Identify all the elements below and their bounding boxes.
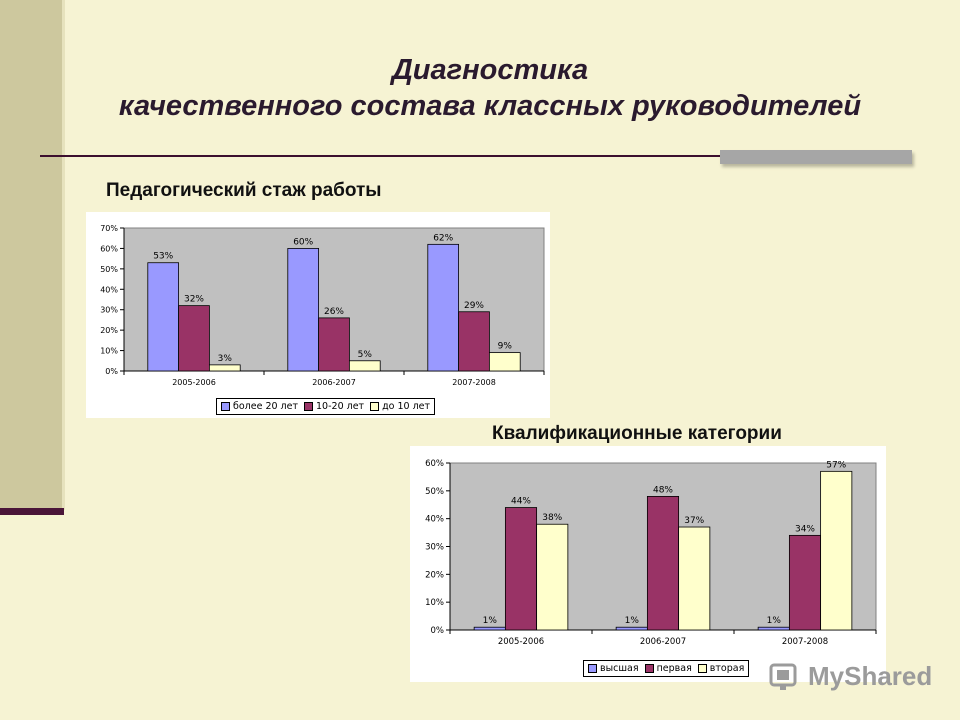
chart-1-bar <box>147 262 179 372</box>
chart-2-y-tick-label: 50% <box>425 487 444 497</box>
chart-2-data-label: 1% <box>767 616 782 626</box>
chart-2-data-label: 38% <box>542 513 562 523</box>
chart-1-legend-label: более 20 лет <box>233 401 299 412</box>
watermark-text: MyShared <box>808 660 933 691</box>
title-accent-bar <box>720 150 912 164</box>
chart-1-data-label: 62% <box>433 233 453 243</box>
chart-1-legend-item: 10-20 лет <box>304 401 364 412</box>
chart-2-data-label: 57% <box>826 460 846 470</box>
chart-1-y-tick-label: 10% <box>100 347 118 356</box>
chart-1-svg: 0% 10% 20% 30% 40% 50% 60% 70% 53% 32% 3% 2005-2006… <box>100 224 545 387</box>
chart-1-data-label: 60% <box>293 237 313 247</box>
chart-1-y-tick-label: 30% <box>100 306 118 315</box>
chart-1-data-label: 32% <box>184 295 204 305</box>
slide-title: Диагностика качественного состава классн… <box>40 52 940 124</box>
chart-2-data-label: 37% <box>684 516 704 526</box>
chart-2-area: 0% 10% 20% 30% 40% 50% 60% 1% 44% 38% 2005-2006 1% 4… <box>410 446 886 682</box>
chart-1-bar <box>458 311 490 372</box>
chart-1-legend-swatch <box>221 402 230 411</box>
chart-1-data-label: 5% <box>358 350 373 360</box>
chart-2-y-tick-label: 30% <box>425 543 444 553</box>
chart-2-y-tick-label: 20% <box>425 570 444 580</box>
chart-2-bar <box>757 626 790 631</box>
chart-1-data-label: 9% <box>498 342 513 352</box>
chart-1-legend-label: до 10 лет <box>382 401 431 412</box>
chart-2-data-label: 48% <box>653 485 673 495</box>
chart-2-legend-item: вторая <box>697 663 745 674</box>
chart-2-legend-swatch <box>644 664 654 673</box>
chart-2-bar <box>646 496 680 631</box>
chart-2-bar <box>615 626 648 631</box>
chart-2-legend-item: первая <box>644 663 692 674</box>
chart-1-area: 0% 10% 20% 30% 40% 50% 60% 70% 53% 32% 3% 2005-2006… <box>86 212 550 418</box>
watermark-logo-icon <box>769 663 797 690</box>
chart-1-y-tick-label: 40% <box>100 285 118 294</box>
chart-2-x-tick-label: 2007-2008 <box>782 637 828 647</box>
chart-2-bar <box>678 526 711 631</box>
chart-2-legend-item: высшая <box>588 663 639 674</box>
chart-2-legend-swatch <box>588 664 597 673</box>
chart-1-x-tick-label: 2007-2008 <box>452 378 496 387</box>
chart-1-y-tick-label: 0% <box>105 367 118 376</box>
left-decor-band <box>0 0 65 510</box>
chart-2-x-tick-label: 2006-2007 <box>640 637 686 647</box>
chart-2-bar <box>504 507 538 631</box>
chart-2-legend: высшая первая вторая <box>583 660 750 677</box>
chart-1-bar <box>488 352 521 372</box>
chart-2-legend-label: первая <box>656 663 692 674</box>
chart-2-legend-label: вторая <box>709 663 745 674</box>
chart-2-y-tick-label: 60% <box>425 459 444 469</box>
chart-2-data-label: 44% <box>511 497 531 507</box>
chart-2-y-tick-label: 40% <box>425 515 444 525</box>
chart-1-data-label: 26% <box>324 307 344 317</box>
chart-1-bar <box>318 317 350 372</box>
chart-2-data-label: 1% <box>625 616 640 626</box>
chart-1-data-label: 3% <box>218 354 233 364</box>
slide-title-line-1: Диагностика <box>391 54 589 86</box>
chart-2-legend-swatch <box>697 664 707 673</box>
chart-1-legend-item: до 10 лет <box>370 401 430 412</box>
chart-2-svg: 0% 10% 20% 30% 40% 50% 60% 1% 44% 38% 2005-2006 1% 4… <box>425 459 877 647</box>
chart-1-data-label: 53% <box>153 252 173 262</box>
watermark: MyShared <box>768 656 932 696</box>
left-decor-bar <box>0 508 64 515</box>
chart-1-legend-item: более 20 лет <box>221 401 298 412</box>
chart-1-legend-swatch <box>370 402 380 411</box>
chart-1-y-tick-label: 70% <box>100 224 118 233</box>
chart-1-bar <box>178 305 210 372</box>
chart-2-title: Квалификационные категории <box>492 423 782 444</box>
chart-2-data-label: 1% <box>483 616 498 626</box>
chart-1-bar <box>287 248 320 372</box>
chart-2-bar <box>820 470 853 631</box>
chart-1-bar <box>209 364 241 372</box>
chart-2-bar <box>788 534 822 631</box>
chart-1-x-tick-label: 2006-2007 <box>312 378 356 387</box>
title-underline <box>40 155 912 157</box>
chart-2-y-tick-label: 0% <box>431 626 445 636</box>
chart-1-title: Педагогический стаж работы <box>106 180 382 201</box>
chart-1-bar <box>427 243 459 372</box>
chart-1-y-tick-label: 60% <box>100 244 118 253</box>
chart-1-y-tick-label: 20% <box>100 326 118 335</box>
chart-1-bar <box>348 360 381 372</box>
chart-2-x-tick-label: 2005-2006 <box>498 637 544 647</box>
chart-1-legend: более 20 лет 10-20 лет до 10 лет <box>216 398 436 415</box>
chart-2-data-label: 34% <box>795 524 815 534</box>
chart-2-bar <box>536 523 569 631</box>
slide-title-line-2: качественного состава классных руководит… <box>118 90 862 122</box>
chart-1-legend-label: 10-20 лет <box>316 401 365 412</box>
chart-1-x-tick-label: 2005-2006 <box>172 378 216 387</box>
chart-2-legend-label: высшая <box>600 663 639 674</box>
chart-2-y-tick-label: 10% <box>425 598 444 608</box>
chart-1-y-tick-label: 50% <box>100 265 118 274</box>
chart-2-bar <box>473 626 506 631</box>
chart-1-legend-swatch <box>304 402 314 411</box>
chart-1-data-label: 29% <box>464 301 484 311</box>
